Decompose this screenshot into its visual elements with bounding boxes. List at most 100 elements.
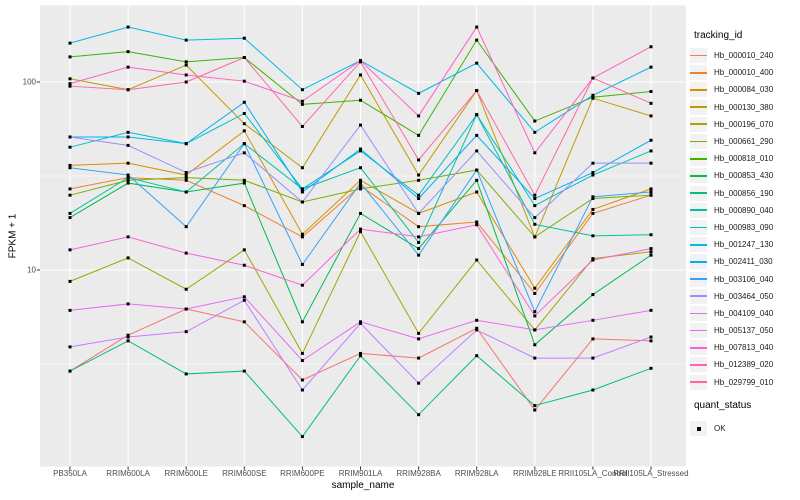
data-point [242,295,246,299]
data-point [184,178,188,182]
data-point [126,143,130,147]
y-tick-label: 100 [22,77,36,87]
data-point [184,251,188,255]
data-point [300,88,304,92]
x-tick-label: RRII105LA_Stressed [613,469,689,478]
data-point [649,149,653,153]
data-point [242,320,246,324]
data-point [242,36,246,40]
data-point [591,161,595,165]
data-point [126,176,130,180]
data-point [300,235,304,239]
data-point [359,211,362,215]
data-point [242,142,246,146]
legend-panel: tracking_id Hb_000010_240 Hb_000010_400 Hb… [688,0,800,500]
data-point [242,55,246,59]
legend-key-line-icon [690,237,707,253]
data-point [359,187,362,191]
data-point [591,293,595,297]
data-point [475,318,479,322]
legend-key-line-icon [690,151,707,167]
data-point [533,193,537,197]
data-point [184,330,188,334]
data-point [591,195,595,199]
data-point [126,65,130,69]
data-point [533,130,537,134]
legend-key-line-icon [690,134,707,150]
data-point [242,181,246,185]
data-point [533,204,537,208]
y-tick-label: 10 [27,265,36,275]
data-point [68,82,72,86]
legend-label: Hb_000890_040 [714,205,774,215]
data-point [300,102,304,106]
data-point [591,388,595,392]
data-point [184,176,188,180]
legend-item-Hb_000661_290: Hb_000661_290 [690,133,773,150]
data-point [68,193,72,197]
legend-label: Hb_003106_040 [714,274,774,284]
data-point [68,84,72,88]
data-point [649,247,653,251]
data-point [359,354,362,358]
legend-key-line-icon [690,374,707,390]
data-point [300,435,304,439]
data-point [242,100,246,104]
data-point [300,124,304,128]
data-point [649,193,653,197]
data-point [591,356,595,360]
legend-item-Hb_000130_380: Hb_000130_380 [690,99,773,116]
legend-key-line-icon [690,340,707,356]
legend-label: Hb_001247_130 [714,240,774,250]
data-point [417,91,421,95]
data-point [649,253,653,257]
data-point [68,55,72,59]
data-point [591,258,595,262]
legend-item-Hb_000853_430: Hb_000853_430 [690,167,773,184]
data-point [300,262,304,266]
data-point [300,200,304,204]
legend-label: Hb_000818_010 [714,154,774,164]
data-point [649,187,653,191]
data-point [533,235,537,239]
data-point [242,204,246,208]
x-tick-label: RRIM928BA [396,469,441,478]
data-point [417,197,421,201]
data-point [184,73,188,77]
data-point [68,187,72,191]
data-point [359,178,362,182]
data-point [300,166,304,170]
data-point [68,308,72,312]
x-tick-label: PB350LA [53,469,87,478]
data-point [184,173,188,177]
legend-label: Hb_000010_240 [714,51,774,61]
data-point [300,283,304,287]
data-point [300,187,304,191]
legend-items-tracking-id: Hb_000010_240 Hb_000010_400 Hb_000084_030 H… [690,47,773,391]
data-point [359,73,362,77]
legend-key-line-icon [690,219,707,235]
data-point [475,223,479,227]
data-point [417,133,421,137]
data-point [126,181,130,185]
data-point [68,163,72,167]
data-point [359,98,362,102]
data-point [68,279,72,283]
data-point [533,291,537,295]
data-point [417,381,421,385]
data-point [126,88,130,92]
legend-item-Hb_000818_010: Hb_000818_010 [690,150,773,167]
data-point [649,114,653,118]
data-point [184,372,188,376]
legend-item-Hb_000983_090: Hb_000983_090 [690,219,773,236]
x-tick-label: RRIM901LA [338,469,383,478]
data-point [649,233,653,237]
data-point [126,302,130,306]
data-point [475,113,479,117]
data-point [475,149,479,153]
legend-item-Hb_029799_010: Hb_029799_010 [690,374,773,391]
data-point [359,149,362,153]
data-point [649,335,653,339]
data-point [300,378,304,382]
legend-item-Hb_012389_020: Hb_012389_020 [690,356,773,373]
